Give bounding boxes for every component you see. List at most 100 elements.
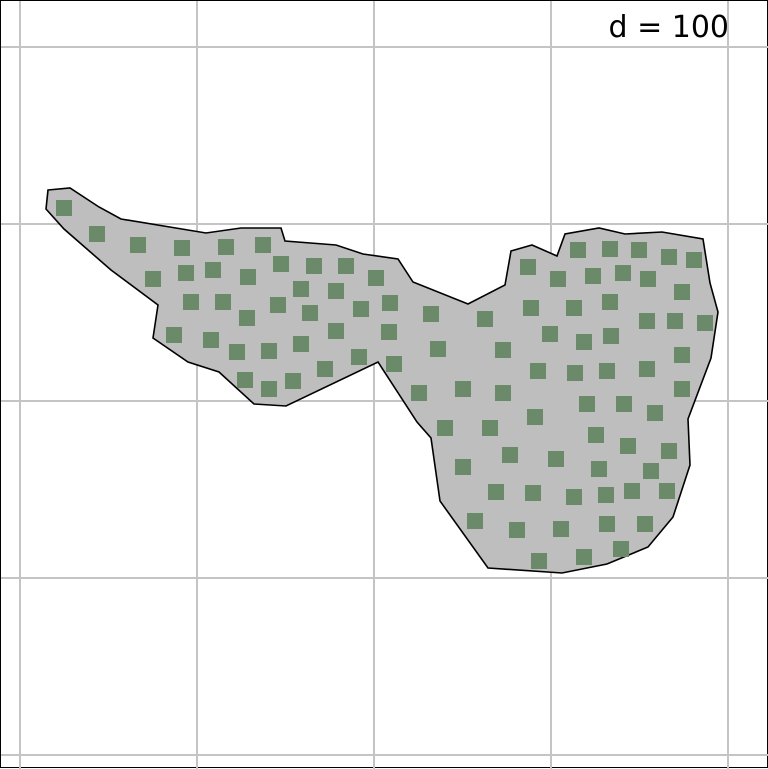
plant-marker xyxy=(382,295,398,311)
plant-marker xyxy=(525,485,541,501)
plant-marker xyxy=(351,349,367,365)
plant-marker xyxy=(602,294,618,310)
plant-marker xyxy=(674,381,690,397)
plant-marker xyxy=(477,311,493,327)
plant-marker xyxy=(240,269,256,285)
plant-marker xyxy=(548,451,564,467)
plant-marker xyxy=(567,365,583,381)
plant-marker xyxy=(203,332,219,348)
plant-marker xyxy=(495,385,511,401)
plant-marker xyxy=(239,310,255,326)
plant-marker xyxy=(423,306,439,322)
plant-marker xyxy=(531,553,547,569)
plant-marker xyxy=(667,313,683,329)
plant-marker xyxy=(306,258,322,274)
plant-marker xyxy=(637,516,653,532)
plant-marker xyxy=(455,459,471,475)
plant-marker xyxy=(674,347,690,363)
plant-marker xyxy=(145,271,161,287)
plant-marker xyxy=(273,256,289,272)
plant-marker xyxy=(381,324,397,340)
plant-marker xyxy=(579,396,595,412)
plant-marker xyxy=(527,409,543,425)
plant-marker xyxy=(661,443,677,459)
plant-marker xyxy=(620,438,636,454)
plant-marker xyxy=(697,315,713,331)
plant-marker xyxy=(317,361,333,377)
plant-marker xyxy=(56,200,72,216)
plant-marker xyxy=(293,281,309,297)
plant-marker xyxy=(183,294,199,310)
plant-marker xyxy=(218,239,234,255)
plant-marker xyxy=(488,484,504,500)
plant-marker xyxy=(639,313,655,329)
plant-marker xyxy=(588,427,604,443)
plant-marker xyxy=(502,447,518,463)
plant-marker xyxy=(270,297,286,313)
plant-marker xyxy=(174,240,190,256)
plant-marker xyxy=(237,372,253,388)
plant-marker xyxy=(255,237,271,253)
plant-marker xyxy=(643,463,659,479)
plant-marker xyxy=(647,405,663,421)
plant-marker xyxy=(130,237,146,253)
plant-marker xyxy=(576,334,592,350)
plant-marker xyxy=(566,300,582,316)
plant-marker xyxy=(430,341,446,357)
plant-marker xyxy=(455,381,471,397)
plant-marker xyxy=(482,420,498,436)
plant-marker xyxy=(229,344,245,360)
plant-marker xyxy=(328,323,344,339)
plant-marker xyxy=(205,262,221,278)
plant-marker xyxy=(550,271,566,287)
plant-markers xyxy=(56,200,713,569)
plant-marker xyxy=(523,300,539,316)
plant-marker xyxy=(530,363,546,379)
plant-marker xyxy=(467,513,483,529)
plant-marker xyxy=(386,356,402,372)
plant-marker xyxy=(640,271,656,287)
plant-marker xyxy=(603,328,619,344)
plant-marker xyxy=(328,283,344,299)
plant-marker xyxy=(166,327,182,343)
plant-marker xyxy=(338,258,354,274)
plant-marker xyxy=(615,265,631,281)
plant-marker xyxy=(631,242,647,258)
plant-marker xyxy=(215,294,231,310)
plant-marker xyxy=(613,541,629,557)
plant-marker xyxy=(686,252,702,268)
plant-marker xyxy=(411,385,427,401)
plant-marker xyxy=(598,487,614,503)
plant-marker xyxy=(509,522,525,538)
plant-marker xyxy=(585,268,601,284)
plant-marker xyxy=(520,259,536,275)
scale-label: d = 100 xyxy=(608,10,729,45)
plant-marker xyxy=(624,483,640,499)
plant-marker xyxy=(495,342,511,358)
plant-marker xyxy=(261,343,277,359)
plant-marker xyxy=(616,396,632,412)
plant-marker xyxy=(576,549,592,565)
plant-marker xyxy=(591,461,607,477)
plant-marker xyxy=(661,249,677,265)
plant-marker xyxy=(437,420,453,436)
plant-marker xyxy=(553,521,569,537)
plant-marker xyxy=(659,483,675,499)
plant-marker xyxy=(285,373,301,389)
plant-marker xyxy=(542,326,558,342)
plant-marker xyxy=(570,242,586,258)
plant-marker xyxy=(368,270,384,286)
plant-marker xyxy=(599,363,615,379)
plant-marker xyxy=(261,381,277,397)
plant-marker xyxy=(293,336,309,352)
plant-marker xyxy=(302,305,318,321)
plant-marker xyxy=(178,265,194,281)
plant-marker xyxy=(674,284,690,300)
plant-marker xyxy=(599,516,615,532)
plant-marker xyxy=(602,241,618,257)
plant-marker xyxy=(566,489,582,505)
plant-marker xyxy=(353,301,369,317)
plant-marker xyxy=(89,226,105,242)
